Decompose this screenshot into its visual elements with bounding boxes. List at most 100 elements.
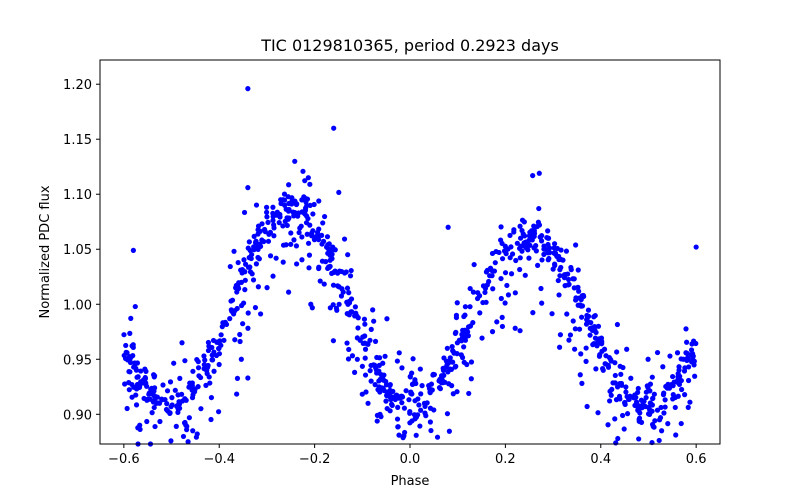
data-point: [293, 243, 300, 249]
y-axis: 0.90 0.95 1.00 1.05 1.10 1.15 1.20: [63, 78, 100, 423]
data-point: [518, 243, 524, 249]
data-point: [450, 348, 456, 354]
x-axis: −0.6 −0.4 −0.2 0.0 0.2 0.4 0.6: [108, 444, 706, 467]
data-point: [475, 290, 481, 296]
data-point: [245, 245, 251, 251]
data-point: [409, 370, 415, 376]
data-point: [576, 326, 583, 332]
data-point: [670, 373, 676, 380]
data-point: [517, 255, 523, 261]
data-point: [511, 227, 517, 233]
data-point: [587, 332, 593, 338]
data-point: [241, 209, 248, 216]
data-point: [242, 277, 248, 283]
data-point: [434, 434, 441, 440]
data-point: [453, 363, 459, 369]
data-point: [650, 423, 656, 429]
data-point: [284, 215, 290, 221]
data-point: [238, 356, 244, 362]
data-point: [306, 265, 312, 271]
data-point: [402, 429, 408, 436]
y-tick-label: 1.20: [63, 78, 92, 93]
data-point: [531, 223, 537, 229]
data-point: [649, 408, 655, 414]
data-point: [503, 251, 509, 257]
data-point: [280, 259, 286, 265]
data-point: [608, 392, 614, 398]
data-point: [612, 416, 618, 422]
data-point: [327, 305, 333, 311]
data-point: [304, 196, 311, 202]
data-point: [283, 242, 289, 248]
data-point: [522, 272, 528, 278]
data-point: [635, 385, 641, 392]
data-point: [186, 384, 192, 390]
data-point: [377, 389, 383, 395]
y-tick-label: 1.05: [63, 243, 92, 258]
data-point: [667, 353, 673, 359]
data-point: [141, 380, 147, 386]
data-point: [289, 201, 295, 207]
data-point: [144, 418, 150, 425]
data-point: [577, 302, 583, 308]
data-point: [571, 285, 577, 291]
data-point: [563, 248, 570, 254]
data-point: [628, 375, 634, 381]
x-tick-label: 0.6: [686, 452, 707, 467]
data-point: [176, 401, 183, 407]
data-point: [330, 338, 336, 344]
data-point: [541, 243, 547, 249]
data-point: [264, 209, 270, 215]
data-point: [343, 269, 349, 275]
data-point: [152, 423, 158, 430]
data-point: [468, 359, 475, 365]
data-point: [687, 399, 693, 405]
data-point: [612, 380, 618, 386]
data-point: [498, 224, 504, 230]
data-point: [322, 213, 328, 220]
data-point: [149, 385, 155, 391]
data-point: [494, 319, 500, 325]
data-point: [127, 359, 134, 366]
data-point: [362, 372, 369, 378]
data-point: [507, 232, 513, 239]
data-point: [122, 355, 129, 362]
data-point: [498, 275, 504, 282]
data-point: [245, 375, 251, 381]
data-point: [374, 418, 380, 424]
data-point: [551, 241, 558, 247]
data-point: [441, 355, 447, 361]
data-point: [372, 338, 379, 344]
data-point: [340, 289, 346, 295]
data-point: [344, 285, 351, 291]
data-point: [190, 368, 196, 374]
data-point: [362, 321, 368, 327]
data-point: [355, 325, 361, 331]
data-point: [271, 233, 277, 239]
data-point: [186, 415, 192, 421]
data-point: [190, 428, 196, 434]
data-point: [536, 170, 542, 176]
data-point: [164, 388, 171, 394]
data-point: [131, 364, 137, 370]
data-point: [470, 320, 476, 326]
data-point: [517, 328, 523, 334]
data-point: [306, 252, 313, 258]
data-point: [635, 407, 641, 413]
data-point: [376, 355, 383, 361]
data-point: [300, 168, 306, 174]
data-point: [416, 402, 422, 408]
data-point: [195, 384, 201, 390]
data-point: [238, 279, 244, 285]
data-point: [228, 307, 234, 313]
data-points: [121, 86, 699, 447]
data-point: [208, 394, 215, 401]
x-tick-label: −0.2: [299, 452, 331, 467]
data-point: [286, 182, 292, 188]
data-point: [270, 217, 276, 224]
data-point: [227, 316, 233, 322]
data-point: [396, 350, 402, 356]
data-point: [376, 362, 382, 369]
data-point: [662, 397, 668, 403]
data-point: [417, 423, 423, 429]
